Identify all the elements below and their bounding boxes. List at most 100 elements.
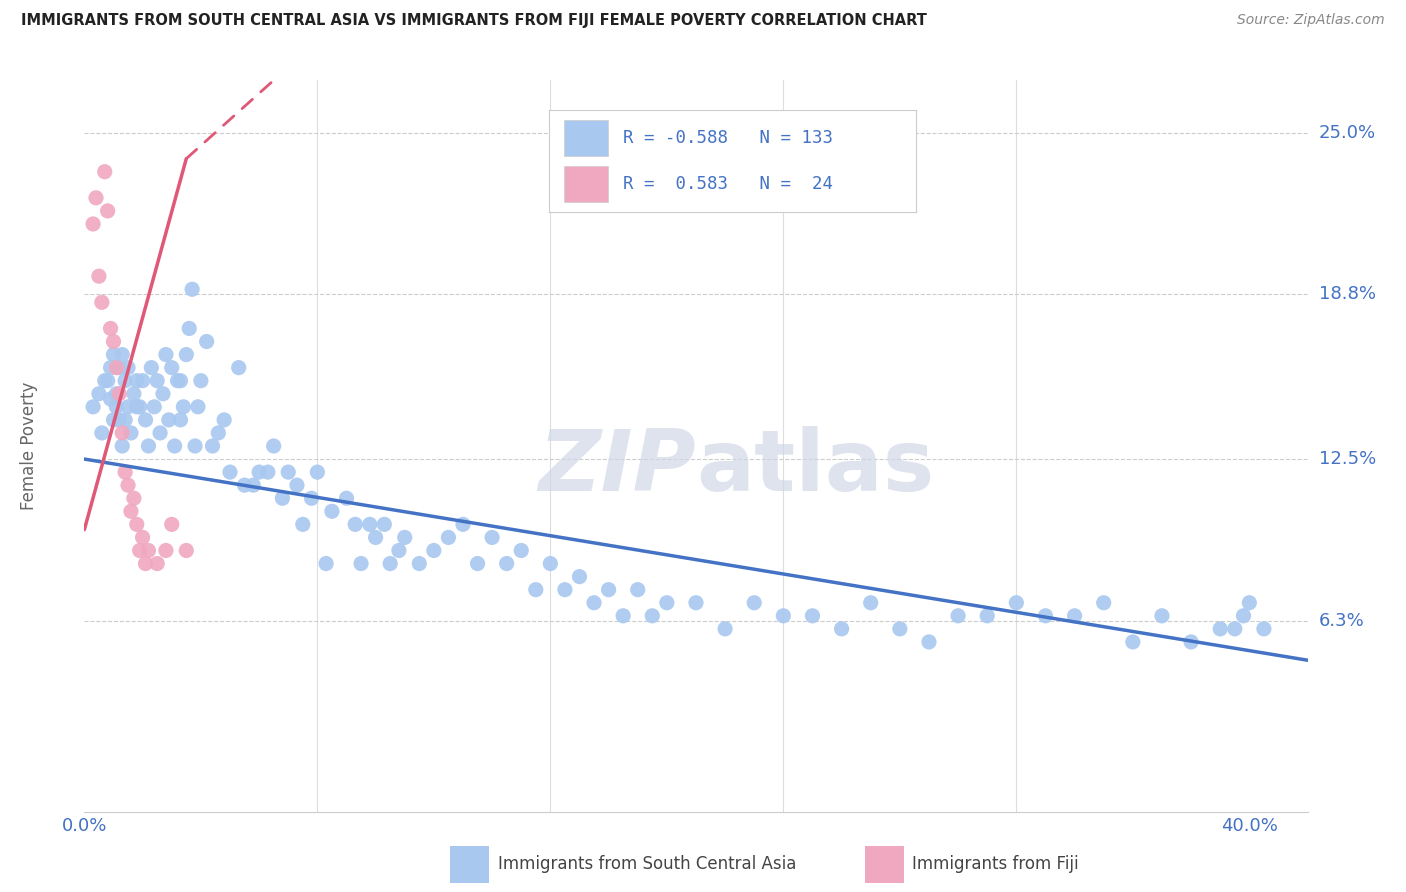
Text: Female Poverty: Female Poverty xyxy=(20,382,38,510)
Point xyxy=(301,491,323,506)
Point xyxy=(111,348,134,362)
Point xyxy=(149,425,172,440)
Point xyxy=(181,282,204,296)
Text: 6.3%: 6.3% xyxy=(1319,612,1364,630)
Point xyxy=(195,334,218,349)
Point xyxy=(1209,622,1232,636)
Point xyxy=(105,400,128,414)
Point xyxy=(117,478,139,492)
Point xyxy=(233,478,256,492)
Point xyxy=(122,386,145,401)
Point xyxy=(1223,622,1246,636)
Point xyxy=(285,478,308,492)
Point xyxy=(1253,622,1275,636)
Point xyxy=(257,465,280,479)
Point xyxy=(135,413,157,427)
Point xyxy=(946,608,969,623)
Point xyxy=(114,413,136,427)
Point xyxy=(157,413,180,427)
Point xyxy=(184,439,207,453)
Point xyxy=(1232,608,1254,623)
Point xyxy=(627,582,650,597)
Point xyxy=(105,386,128,401)
Bar xyxy=(564,166,607,202)
Point xyxy=(742,596,765,610)
Point xyxy=(201,439,224,453)
Point xyxy=(128,543,150,558)
Point xyxy=(152,386,174,401)
Point xyxy=(169,374,191,388)
Point xyxy=(380,557,402,571)
Bar xyxy=(564,120,607,155)
Point xyxy=(163,439,186,453)
Point xyxy=(307,465,329,479)
Point xyxy=(100,321,122,335)
Point xyxy=(155,543,177,558)
Point xyxy=(125,374,148,388)
Text: ZIP: ZIP xyxy=(538,426,696,509)
Point xyxy=(918,635,941,649)
Point xyxy=(122,491,145,506)
Point xyxy=(271,491,294,506)
Point xyxy=(87,269,110,284)
Point xyxy=(481,530,503,544)
Point xyxy=(1180,635,1202,649)
Point xyxy=(538,557,561,571)
Point xyxy=(138,439,160,453)
Point xyxy=(315,557,337,571)
Point xyxy=(321,504,343,518)
Point xyxy=(114,374,136,388)
Point xyxy=(207,425,229,440)
Point xyxy=(114,465,136,479)
Text: 18.8%: 18.8% xyxy=(1319,285,1375,303)
Point xyxy=(801,608,824,623)
Point xyxy=(174,348,197,362)
Point xyxy=(451,517,474,532)
Text: Source: ZipAtlas.com: Source: ZipAtlas.com xyxy=(1237,13,1385,28)
Point xyxy=(138,543,160,558)
Point xyxy=(120,504,142,518)
Point xyxy=(93,374,115,388)
Point xyxy=(100,392,122,406)
Point xyxy=(111,425,134,440)
Point xyxy=(889,622,911,636)
Point xyxy=(1092,596,1115,610)
Point xyxy=(263,439,285,453)
Point xyxy=(228,360,250,375)
Point xyxy=(82,217,104,231)
Point xyxy=(1005,596,1028,610)
Point xyxy=(90,295,112,310)
Point xyxy=(105,360,128,375)
Point xyxy=(160,517,183,532)
Text: R =  0.583   N =  24: R = 0.583 N = 24 xyxy=(623,175,832,193)
Text: Immigrants from South Central Asia: Immigrants from South Central Asia xyxy=(498,855,796,873)
Point xyxy=(714,622,737,636)
Point xyxy=(187,400,209,414)
Point xyxy=(87,386,110,401)
Point xyxy=(408,557,430,571)
Point xyxy=(685,596,707,610)
Point xyxy=(179,321,201,335)
Point xyxy=(655,596,678,610)
Point xyxy=(1150,608,1173,623)
Point xyxy=(90,425,112,440)
Point xyxy=(166,374,188,388)
Point xyxy=(103,413,125,427)
Point xyxy=(135,557,157,571)
Text: 12.5%: 12.5% xyxy=(1319,450,1376,468)
Point xyxy=(495,557,517,571)
Point xyxy=(125,400,148,414)
Point xyxy=(117,400,139,414)
Point xyxy=(1035,608,1057,623)
Point xyxy=(143,400,166,414)
Point xyxy=(128,400,150,414)
Point xyxy=(437,530,460,544)
Point xyxy=(277,465,299,479)
Point xyxy=(97,203,120,218)
Text: Immigrants from Fiji: Immigrants from Fiji xyxy=(912,855,1080,873)
Text: IMMIGRANTS FROM SOUTH CENTRAL ASIA VS IMMIGRANTS FROM FIJI FEMALE POVERTY CORREL: IMMIGRANTS FROM SOUTH CENTRAL ASIA VS IM… xyxy=(21,13,927,29)
Point xyxy=(84,191,107,205)
Point xyxy=(423,543,446,558)
Point xyxy=(335,491,357,506)
Point xyxy=(364,530,387,544)
